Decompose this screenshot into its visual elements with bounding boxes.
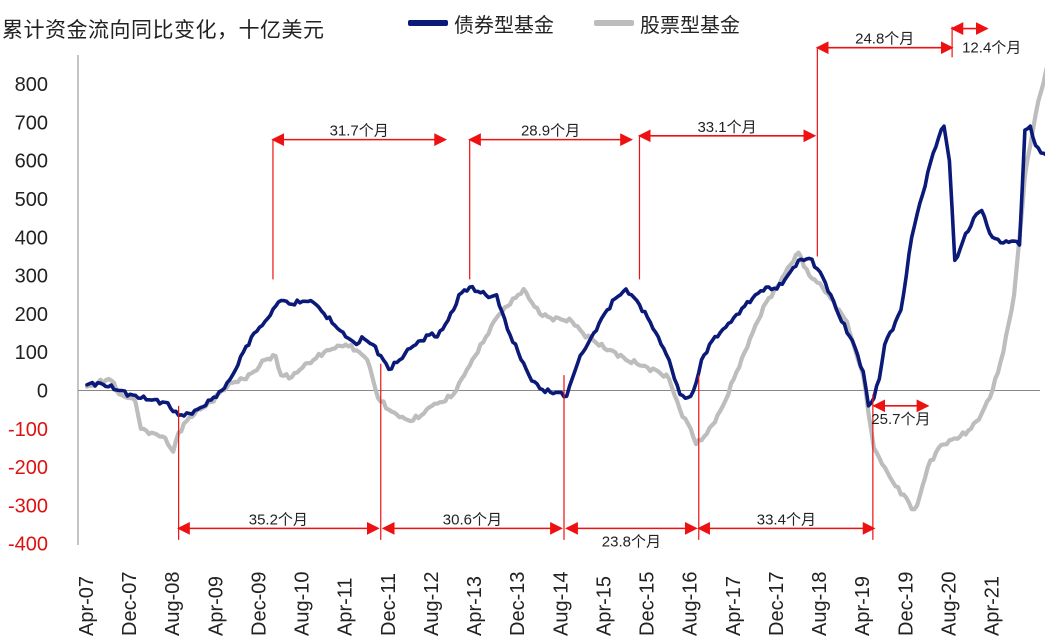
y-tick-label: 300 <box>15 266 48 288</box>
y-tick-label: -100 <box>8 419 48 441</box>
y-tick-label: 800 <box>15 74 48 96</box>
legend-label-bond: 债券型基金 <box>454 12 554 37</box>
x-tick-label: Aug-14 <box>550 572 572 637</box>
series-line-bond <box>85 124 1045 418</box>
annotation-label: 25.7个月 <box>871 411 930 428</box>
x-tick-label: Apr-21 <box>982 576 1004 636</box>
chart-title: 累计资金流向同比变化，十亿美元 <box>2 18 325 42</box>
x-tick-label: Aug-20 <box>938 572 960 637</box>
annotation-label: 28.9个月 <box>521 123 580 140</box>
series-line-equity <box>84 67 1045 512</box>
y-tick-label: 500 <box>15 189 48 211</box>
y-tick-label: 200 <box>15 304 48 326</box>
x-tick-label: Dec-17 <box>766 572 788 636</box>
legend-swatch-bond <box>408 20 448 26</box>
y-tick-label: 400 <box>15 227 48 249</box>
y-tick-label: -200 <box>8 457 48 479</box>
legend-item-equity: 股票型基金 <box>594 8 740 38</box>
x-tick-label: Dec-19 <box>895 572 917 636</box>
x-tick-label: Aug-10 <box>292 572 314 637</box>
x-tick-label: Apr-13 <box>464 576 486 636</box>
x-tick-label: Dec-15 <box>637 572 659 636</box>
annotation-label: 30.6个月 <box>443 511 502 528</box>
annotation-label: 31.7个月 <box>330 123 389 140</box>
x-tick-label: Apr-17 <box>723 576 745 636</box>
y-tick-label: 600 <box>15 151 48 173</box>
x-tick-label: Apr-11 <box>335 577 357 636</box>
y-tick-label: 100 <box>15 342 48 364</box>
annotation-label: 35.2个月 <box>249 511 308 528</box>
x-tick-label: Apr-19 <box>852 576 874 636</box>
legend-swatch-equity <box>594 20 634 26</box>
x-tick-label: Dec-07 <box>119 572 141 636</box>
y-tick-label: -400 <box>8 534 48 556</box>
x-tick-label: Apr-09 <box>205 576 227 636</box>
x-tick-label: Dec-09 <box>248 572 270 636</box>
annotation-label: 12.4个月 <box>962 40 1021 57</box>
legend-item-bond: 债券型基金 <box>408 8 554 38</box>
x-tick-label: Dec-11 <box>378 573 400 636</box>
y-tick-label: -300 <box>8 495 48 517</box>
x-tick-label: Aug-08 <box>162 572 184 637</box>
annotation-label: 33.4个月 <box>757 511 816 528</box>
annotation-label: 33.1个月 <box>697 119 756 136</box>
x-tick-label: Apr-15 <box>593 576 615 636</box>
x-tick-label: Aug-18 <box>809 572 831 637</box>
x-tick-label: Apr-07 <box>76 576 98 636</box>
legend-label-equity: 股票型基金 <box>640 12 740 37</box>
x-tick-label: Aug-16 <box>680 572 702 637</box>
x-tick-label: Aug-12 <box>421 572 443 637</box>
y-tick-label: 0 <box>37 381 48 403</box>
x-tick-label: Dec-13 <box>507 572 529 636</box>
annotation-label: 23.8个月 <box>602 533 661 550</box>
y-tick-label: 700 <box>15 112 48 134</box>
annotation-label: 24.8个月 <box>855 31 914 48</box>
